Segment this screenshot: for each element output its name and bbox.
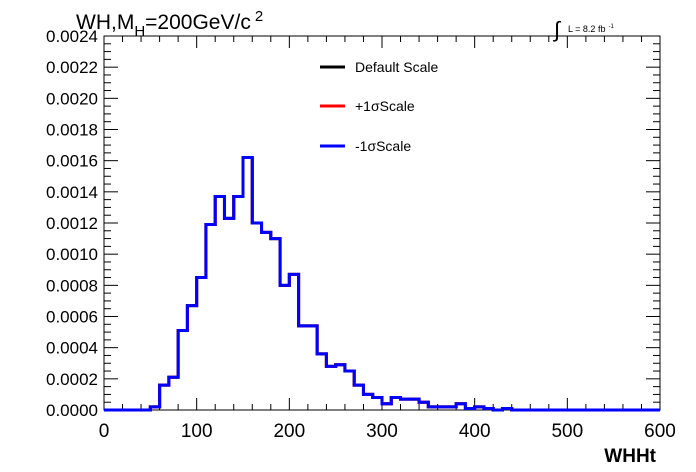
x-tick-label: 600 (644, 421, 676, 442)
y-tick-label: 0.0024 (46, 27, 98, 46)
y-tick-label: 0.0016 (46, 152, 98, 171)
x-axis: 0 100 200 300 400 500 600 (99, 36, 676, 442)
legend-label: Default Scale (355, 59, 438, 75)
x-tick-label: 400 (459, 421, 491, 442)
legend: Default Scale +1σScale -1σScale (320, 59, 438, 154)
y-tick-label: 0.0012 (46, 214, 98, 233)
lumi-integral-symbol: ∫ (552, 17, 562, 42)
lumi-annotation: L = 8.2 fb -1 (568, 24, 614, 34)
y-tick-label: 0.0020 (46, 89, 98, 108)
y-tick-label: 0.0004 (46, 339, 98, 358)
series-line-3 (104, 156, 660, 412)
y-tick-label: 0.0002 (46, 370, 98, 389)
x-tick-label: 100 (181, 421, 213, 442)
y-tick-label: 0.0010 (46, 245, 98, 264)
x-tick-label: 300 (366, 421, 398, 442)
x-tick-label: 500 (551, 421, 583, 442)
x-tick-label: 200 (273, 421, 305, 442)
y-tick-label: 0.0014 (46, 183, 98, 202)
y-axis: 0.0000 0.0002 0.0004 0.0006 0.0008 0.0010 0.00… (46, 27, 660, 420)
y-tick-label: 0.0022 (46, 58, 98, 77)
chart-title: WH,MH=200GeV/c 2 (76, 8, 263, 40)
y-tick-label: 0.0006 (46, 308, 98, 327)
y-tick-label: 0.0018 (46, 121, 98, 140)
x-tick-label: 0 (99, 421, 110, 442)
series-layer (104, 156, 660, 412)
x-axis-label: WHHt (604, 446, 656, 467)
legend-label: +1σScale (355, 98, 415, 114)
y-tick-label: 0.0000 (46, 401, 98, 420)
y-tick-label: 0.0008 (46, 276, 98, 295)
legend-label: -1σScale (355, 138, 411, 154)
